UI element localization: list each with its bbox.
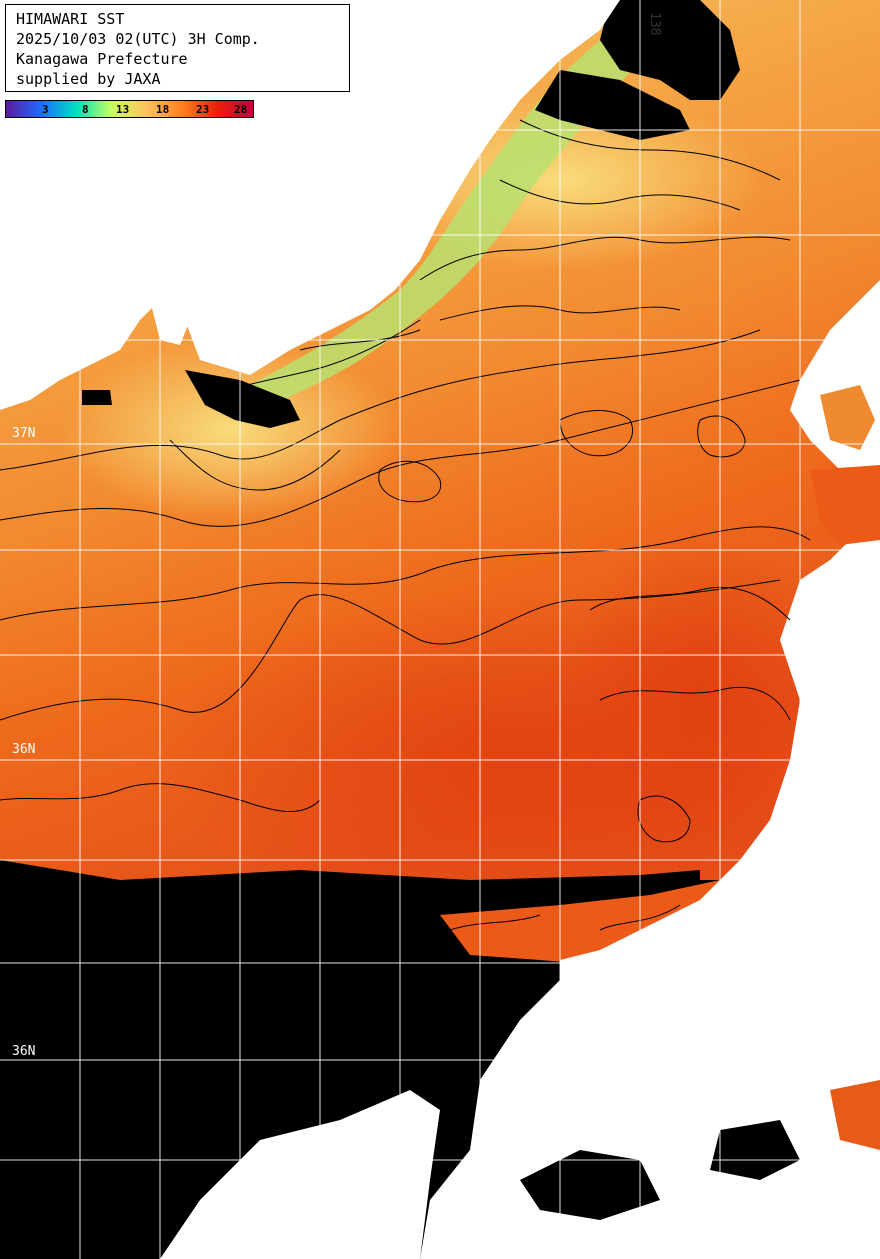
- latitude-label: 36N: [12, 742, 36, 757]
- latitude-label: 37N: [12, 426, 36, 441]
- cool-water-area: [60, 340, 400, 520]
- east-inlet-warm: [810, 465, 880, 545]
- cloud-patch-west: [185, 370, 300, 428]
- coastal-cool-band: [230, 20, 640, 420]
- data-source: supplied by JAXA: [16, 70, 161, 88]
- temperature-colorbar: 3 8 13 18 23 28: [5, 100, 254, 118]
- colorbar-tick: 23: [196, 103, 210, 116]
- lake-patch: [520, 1150, 660, 1220]
- colorbar-tick: 13: [116, 103, 130, 116]
- longitude-label: 138: [647, 12, 662, 36]
- cloud-patch-small: [82, 390, 112, 405]
- cloud-patch-north: [600, 0, 740, 100]
- colorbar-tick: 3: [42, 103, 49, 116]
- far-east-warm: [830, 1080, 880, 1150]
- land-south: [160, 1090, 440, 1259]
- latitude-label: 36N: [12, 1044, 36, 1059]
- colorbar-tick: 18: [156, 103, 170, 116]
- colorbar-tick: 8: [82, 103, 89, 116]
- colorbar-tick: 28: [234, 103, 248, 116]
- map-info-box: HIMAWARI SST 2025/10/03 02(UTC) 3H Comp.…: [5, 4, 350, 92]
- warm-water-area-east: [560, 530, 840, 870]
- cloud-patch-north-2: [535, 70, 690, 140]
- lake-patch-2: [710, 1120, 800, 1180]
- product-title: HIMAWARI SST: [16, 10, 125, 28]
- land-east: [420, 280, 880, 1259]
- observation-time: 2025/10/03 02(UTC) 3H Comp.: [16, 30, 260, 48]
- east-inlet-warm-2: [820, 385, 875, 450]
- region-name: Kanagawa Prefecture: [16, 50, 188, 68]
